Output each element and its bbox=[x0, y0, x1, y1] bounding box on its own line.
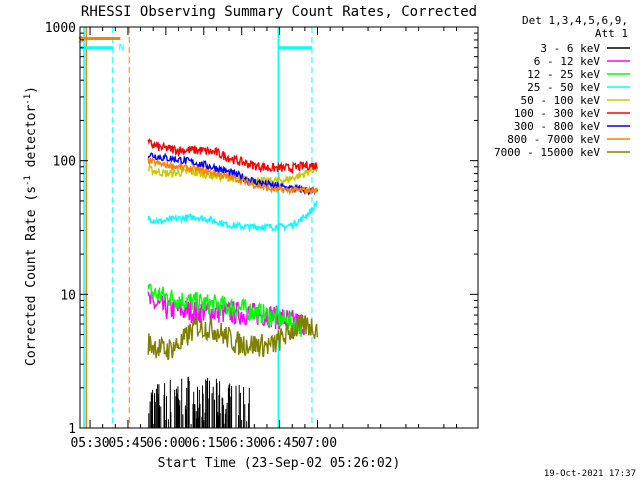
series-800-7000-kev bbox=[147, 157, 318, 196]
y-axis-label-mid: detector bbox=[24, 105, 39, 176]
legend-entry-label: 7000 - 15000 keV bbox=[494, 146, 600, 159]
legend-entry-label: 12 - 25 keV bbox=[527, 68, 600, 81]
x-tick-label: 06:00 bbox=[146, 436, 185, 451]
y-tick-label: 10 bbox=[60, 288, 76, 303]
y-tick-label: 1 bbox=[68, 422, 76, 437]
series-50-100-kev bbox=[147, 163, 318, 187]
y-tick-label: 1000 bbox=[45, 21, 76, 36]
series-12-25-kev bbox=[147, 283, 305, 337]
y-axis-label-exp1: -1 bbox=[23, 175, 33, 186]
legend-entry-label: 25 - 50 keV bbox=[527, 81, 600, 94]
x-tick-label: 05:45 bbox=[108, 436, 147, 451]
timestamp: 19-Oct-2021 17:37 bbox=[544, 469, 636, 479]
chart-title: RHESSI Observing Summary Count Rates, Co… bbox=[81, 4, 477, 20]
legend-header-attenuator: Att 1 bbox=[595, 27, 628, 40]
x-tick-label: 06:15 bbox=[184, 436, 223, 451]
data-series bbox=[147, 137, 318, 428]
legend-header-detectors: Det 1,3,4,5,6,9, bbox=[522, 14, 628, 27]
series-100-300-kev bbox=[147, 137, 318, 175]
series-7000-15000-kev bbox=[147, 314, 318, 360]
x-tick-label: 07:00 bbox=[298, 436, 337, 451]
y-axis-label: Corrected Count Rate (s-1 detector-1) bbox=[23, 86, 39, 366]
legend-entry-label: 6 - 12 keV bbox=[534, 55, 601, 68]
legend-entry-label: 800 - 7000 keV bbox=[507, 133, 600, 146]
y-axis-label-exp2: -1 bbox=[23, 94, 33, 105]
legend-entry-label: 50 - 100 keV bbox=[521, 94, 601, 107]
saa-flag-label: S bbox=[78, 36, 83, 46]
y-tick-label: 100 bbox=[53, 155, 76, 170]
x-tick-label: 05:30 bbox=[70, 436, 109, 451]
x-tick-label: 06:30 bbox=[222, 436, 261, 451]
x-axis-label: Start Time (23-Sep-02 05:26:02) bbox=[158, 456, 401, 471]
axes: 1 10 100 1000 05:3005:4506:0006:1506:3006:45… bbox=[45, 21, 479, 451]
legend-entry-label: 300 - 800 keV bbox=[514, 120, 600, 133]
series-25-50-kev bbox=[147, 200, 318, 233]
legend-entry-label: 3 - 6 keV bbox=[540, 42, 600, 55]
plot-frame bbox=[79, 26, 479, 429]
night-flag-label: N bbox=[119, 44, 124, 54]
legend-entry-label: 100 - 300 keV bbox=[514, 107, 600, 120]
y-axis-label-end: ) bbox=[24, 86, 39, 94]
x-tick-label: 06:45 bbox=[260, 436, 299, 451]
series-3-6-kev bbox=[148, 376, 250, 428]
y-axis-label-main: Corrected Count Rate (s bbox=[24, 186, 39, 366]
